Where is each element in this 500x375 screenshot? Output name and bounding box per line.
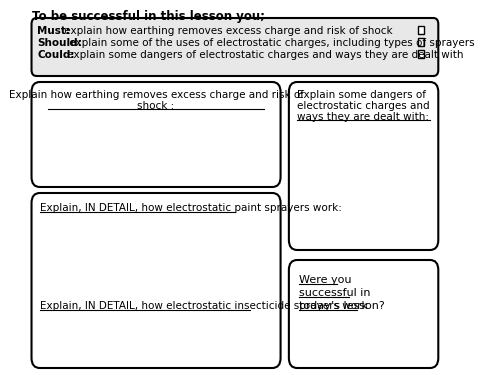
- FancyBboxPatch shape: [32, 82, 280, 187]
- FancyBboxPatch shape: [32, 193, 280, 368]
- FancyBboxPatch shape: [32, 18, 438, 76]
- FancyBboxPatch shape: [289, 260, 438, 368]
- Text: Explain, IN DETAIL, how electrostatic paint sprayers work:: Explain, IN DETAIL, how electrostatic pa…: [40, 203, 342, 213]
- Text: Explain some dangers of: Explain some dangers of: [297, 90, 426, 100]
- Text: explain some of the uses of electrostatic charges, including types of sprayers: explain some of the uses of electrostati…: [66, 38, 475, 48]
- Bar: [418, 38, 424, 46]
- Bar: [418, 26, 424, 34]
- Text: today’s lesson?: today’s lesson?: [299, 301, 384, 311]
- Text: Should:: Should:: [38, 38, 82, 48]
- Text: Must:: Must:: [38, 26, 70, 36]
- Text: explain how earthing removes excess charge and risk of shock: explain how earthing removes excess char…: [60, 26, 392, 36]
- Text: explain some dangers of electrostatic charges and ways they are dealt with: explain some dangers of electrostatic ch…: [64, 50, 464, 60]
- Text: successful in: successful in: [299, 288, 370, 298]
- Text: Explain, IN DETAIL, how electrostatic insecticide sprayers work: Explain, IN DETAIL, how electrostatic in…: [40, 301, 368, 311]
- Text: Were you: Were you: [299, 275, 352, 285]
- Text: Explain how earthing removes excess charge and risk of: Explain how earthing removes excess char…: [8, 90, 304, 100]
- Text: shock :: shock :: [138, 101, 174, 111]
- Text: Could:: Could:: [38, 50, 75, 60]
- Text: ways they are dealt with:: ways they are dealt with:: [297, 112, 429, 122]
- FancyBboxPatch shape: [289, 82, 438, 250]
- Bar: [418, 50, 424, 58]
- Text: To be successful in this lesson you;: To be successful in this lesson you;: [32, 10, 264, 23]
- Text: electrostatic charges and: electrostatic charges and: [297, 101, 430, 111]
